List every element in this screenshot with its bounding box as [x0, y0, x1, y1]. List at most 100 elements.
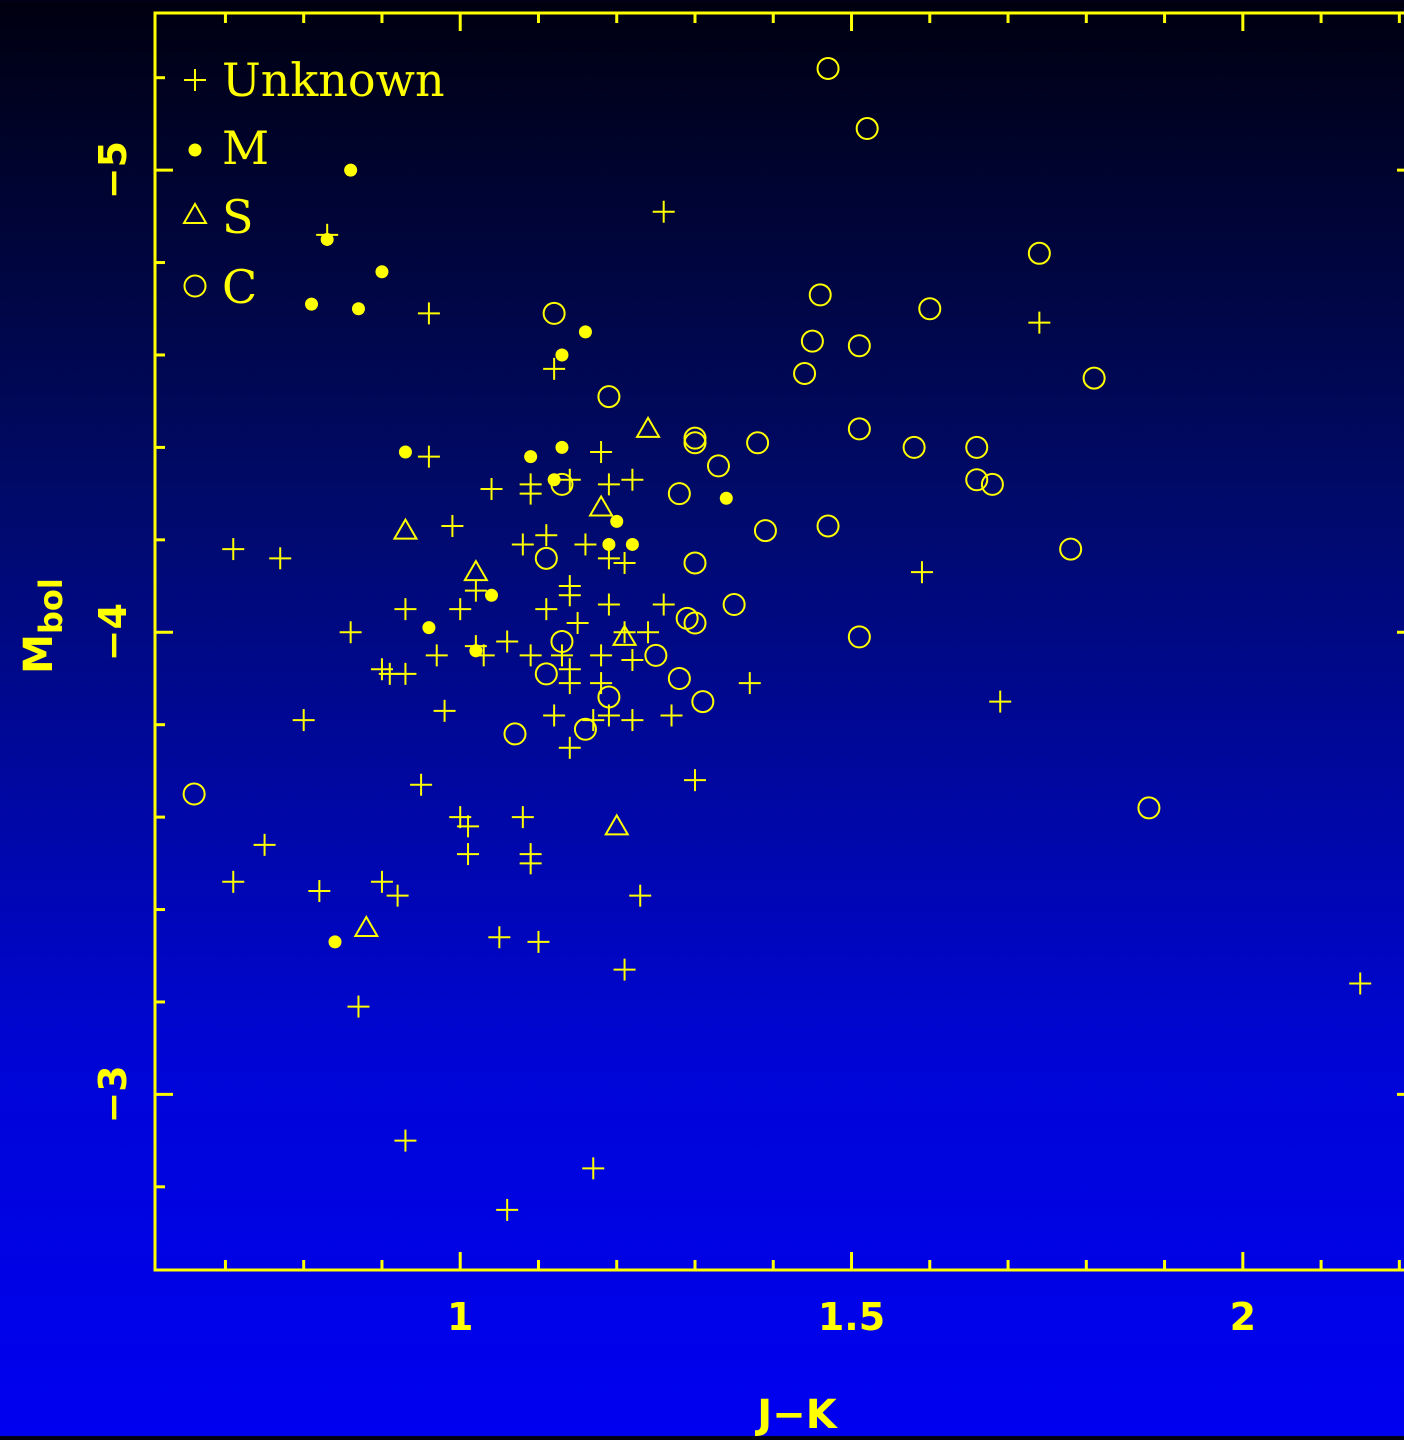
data-point-c	[849, 418, 870, 439]
data-point-unknown	[481, 478, 503, 500]
data-point-unknown	[621, 709, 643, 731]
series-c	[184, 58, 1160, 818]
data-point-c	[724, 594, 745, 615]
data-point-unknown	[527, 931, 549, 953]
data-point-unknown	[418, 302, 440, 324]
x-tick-label: 1.5	[818, 1295, 885, 1339]
plot-frame	[155, 13, 1404, 1270]
axis-ticks: 1 1.5 2 −5 −4 −3	[91, 13, 1404, 1339]
legend-label-m: M	[222, 121, 269, 175]
data-point-unknown	[520, 644, 542, 666]
data-point-c	[857, 118, 878, 139]
data-point-c	[802, 331, 823, 352]
legend-item-unknown: Unknown	[184, 53, 445, 107]
data-point-c	[1138, 797, 1159, 818]
data-point-c	[904, 437, 925, 458]
data-point-c	[677, 608, 698, 629]
data-point-c	[1029, 243, 1050, 264]
data-point-unknown	[598, 473, 620, 495]
data-point-unknown	[559, 737, 581, 759]
data-point-unknown	[653, 201, 675, 223]
data-point-m	[344, 164, 357, 177]
legend-marker-m	[189, 144, 202, 157]
data-point-unknown	[441, 515, 463, 537]
data-point-unknown	[543, 704, 565, 726]
data-point-unknown	[418, 446, 440, 468]
data-point-unknown	[590, 644, 612, 666]
data-point-m	[579, 325, 592, 338]
data-point-c	[669, 483, 690, 504]
data-point-unknown	[535, 598, 557, 620]
data-point-m	[720, 492, 733, 505]
data-point-unknown	[434, 700, 456, 722]
data-point-unknown	[426, 644, 448, 666]
data-points	[184, 58, 1372, 1221]
data-point-m	[524, 450, 537, 463]
data-point-unknown	[574, 533, 596, 555]
data-point-unknown	[496, 631, 518, 653]
data-point-s	[606, 815, 628, 834]
data-point-unknown	[911, 561, 933, 583]
data-point-unknown	[598, 594, 620, 616]
data-point-c	[685, 428, 706, 449]
y-tick-label: −4	[91, 603, 135, 661]
data-point-unknown	[684, 769, 706, 791]
data-point-unknown	[308, 880, 330, 902]
data-point-c	[544, 303, 565, 324]
data-point-s	[394, 520, 416, 539]
data-point-c	[685, 432, 706, 453]
legend-marker-s	[184, 204, 206, 223]
series-m	[305, 164, 733, 949]
data-point-unknown	[559, 672, 581, 694]
y-axis-title: Mbol	[16, 578, 70, 674]
legend-item-m: M	[189, 121, 270, 175]
data-point-c	[708, 455, 729, 476]
legend-label-s: S	[222, 190, 254, 244]
data-point-unknown	[989, 691, 1011, 713]
y-axis-title-subscript: bol	[32, 578, 70, 634]
data-point-unknown	[410, 774, 432, 796]
data-point-c	[536, 548, 557, 569]
data-point-unknown	[590, 441, 612, 463]
data-point-unknown	[496, 1199, 518, 1221]
data-point-unknown	[512, 533, 534, 555]
data-point-c	[966, 437, 987, 458]
data-point-unknown	[512, 806, 534, 828]
data-point-unknown	[559, 584, 581, 606]
y-tick-label: −3	[91, 1065, 135, 1123]
data-point-c	[184, 784, 205, 805]
legend-item-s: S	[184, 190, 254, 244]
data-point-c	[669, 668, 690, 689]
legend-marker-c	[185, 276, 206, 297]
data-point-c	[1060, 539, 1081, 560]
legend-label-unknown: Unknown	[222, 53, 445, 107]
data-point-c	[818, 58, 839, 79]
y-tick-label: −5	[91, 141, 135, 199]
data-point-s	[637, 418, 659, 437]
data-point-c	[849, 335, 870, 356]
data-point-c	[818, 515, 839, 536]
data-point-unknown	[394, 663, 416, 685]
data-point-c	[849, 626, 870, 647]
data-point-c	[685, 613, 706, 634]
data-point-unknown	[621, 469, 643, 491]
data-point-m	[305, 298, 318, 311]
data-point-unknown	[254, 834, 276, 856]
data-point-unknown	[347, 996, 369, 1018]
data-point-unknown	[222, 538, 244, 560]
data-point-unknown	[269, 547, 291, 569]
data-point-c	[692, 691, 713, 712]
data-point-c	[755, 520, 776, 541]
legend-marker-unknown	[184, 69, 206, 91]
legend-label-c: C	[222, 260, 257, 314]
data-point-unknown	[653, 594, 675, 616]
data-point-unknown	[465, 580, 487, 602]
data-point-unknown	[582, 709, 604, 731]
data-point-c	[598, 386, 619, 407]
data-point-s	[465, 561, 487, 580]
data-point-unknown	[614, 552, 636, 574]
data-point-unknown	[520, 852, 542, 874]
data-point-m	[485, 589, 498, 602]
